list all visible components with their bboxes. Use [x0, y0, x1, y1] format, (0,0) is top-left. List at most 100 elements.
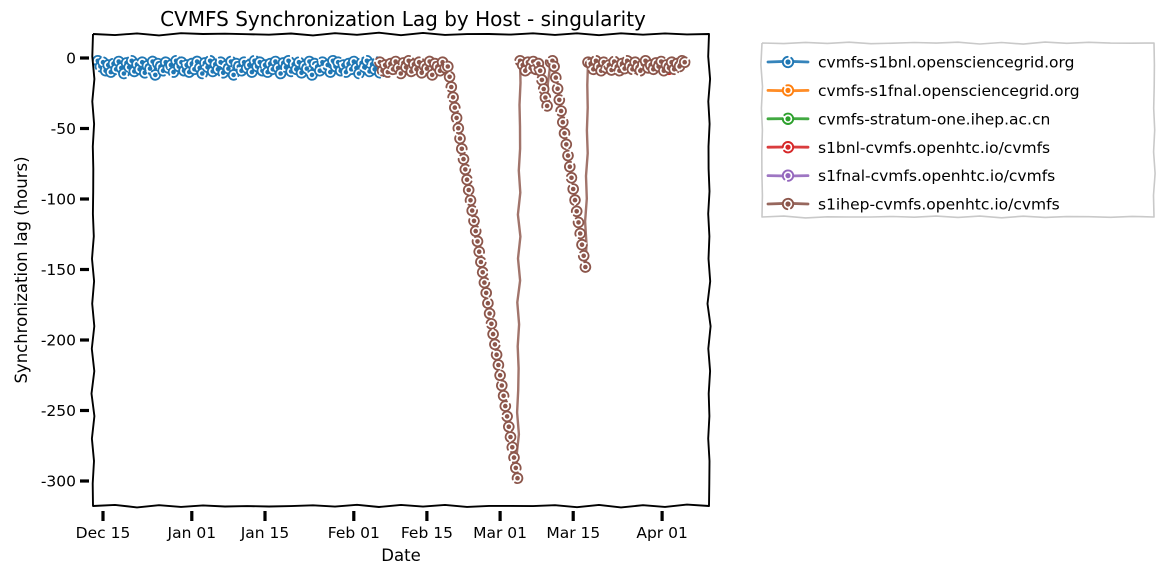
data-point	[504, 431, 517, 443]
legend-box	[760, 41, 1156, 219]
chart-title: CVMFS Synchronization Lag by Host - sing…	[160, 7, 646, 31]
data-point	[204, 54, 216, 67]
data-point	[457, 153, 470, 165]
data-point	[471, 235, 484, 248]
data-point	[567, 183, 580, 195]
legend-label: s1ihep-cvmfs.openhtc.io/cvmfs	[818, 196, 1060, 214]
data-point	[509, 462, 522, 474]
x-tick-label: Apr 01	[636, 524, 687, 542]
x-tick-label: Jan 01	[167, 524, 217, 542]
data-point	[490, 348, 503, 361]
y-tick-label: -200	[41, 331, 76, 349]
y-tick-label: -150	[41, 261, 76, 279]
data-point	[556, 116, 569, 129]
series-line	[378, 59, 686, 480]
legend-marker-icon	[781, 169, 795, 182]
data-point	[464, 194, 477, 207]
y-tick-mark	[80, 479, 89, 483]
data-point	[480, 287, 493, 299]
data-point	[461, 173, 473, 186]
data-point	[549, 71, 562, 84]
legend-label: cvmfs-s1bnl.opensciencegrid.org	[818, 54, 1074, 72]
data-point	[476, 266, 489, 279]
data-point	[478, 276, 491, 289]
x-tick-mark	[660, 511, 664, 521]
data-point	[448, 101, 461, 114]
data-point	[569, 194, 581, 206]
x-tick-mark	[263, 511, 267, 521]
data-point	[548, 60, 560, 73]
data-point	[572, 216, 585, 229]
data-point	[558, 127, 571, 140]
data-point	[455, 143, 468, 155]
data-point	[541, 100, 553, 112]
legend-item: s1ihep-cvmfs.openhtc.io/cvmfs	[766, 196, 1060, 214]
data-point	[534, 64, 547, 77]
data-point	[466, 204, 479, 217]
y-tick-label: 0	[66, 49, 76, 67]
legend-label: cvmfs-stratum-one.ihep.ac.cn	[818, 110, 1050, 128]
data-point	[445, 81, 458, 93]
legend-marker-icon	[781, 55, 795, 69]
x-tick-mark	[425, 511, 429, 521]
data-point	[560, 138, 573, 151]
data-point	[447, 91, 459, 104]
data-point	[452, 122, 465, 135]
legend-marker-icon	[781, 84, 795, 97]
legend-item: s1fnal-cvmfs.openhtc.io/cvmfs	[766, 167, 1055, 185]
data-point	[494, 369, 506, 382]
y-tick-mark	[80, 408, 89, 413]
y-tick-mark	[80, 267, 89, 272]
x-tick-label: Feb 01	[328, 524, 380, 542]
data-point	[579, 261, 592, 273]
data-point	[473, 245, 486, 258]
x-tick-mark	[498, 511, 502, 521]
y-tick-mark	[80, 126, 89, 131]
data-point	[462, 184, 475, 196]
data-point	[482, 297, 494, 310]
plot-area	[93, 54, 691, 485]
legend-marker-icon	[781, 141, 795, 154]
x-tick-label: Dec 15	[76, 524, 131, 542]
data-point	[551, 82, 564, 95]
data-point	[483, 307, 496, 320]
data-point	[577, 250, 590, 262]
legend-item: cvmfs-s1bnl.opensciencegrid.org	[766, 54, 1074, 72]
data-point	[489, 338, 501, 351]
legend-label: s1fnal-cvmfs.openhtc.io/cvmfs	[818, 167, 1055, 185]
data-point	[468, 215, 480, 227]
x-axis-label: Date	[381, 546, 420, 565]
data-point	[499, 400, 512, 412]
y-tick-label: -250	[41, 402, 76, 420]
legend-item: s1bnl-cvmfs.openhtc.io/cvmfs	[766, 139, 1050, 157]
y-tick-label: -100	[41, 190, 76, 208]
data-point	[536, 74, 548, 86]
data-point	[485, 317, 498, 330]
data-point	[443, 70, 456, 83]
x-tick-label: Jan 15	[240, 524, 290, 542]
x-tick-label: Mar 01	[473, 524, 527, 542]
legend-item: cvmfs-stratum-one.ihep.ac.cn	[766, 110, 1050, 128]
x-tick-mark	[190, 511, 194, 521]
data-point	[506, 441, 519, 454]
data-point	[492, 359, 505, 371]
data-point	[469, 225, 482, 237]
data-point	[555, 105, 567, 117]
legend-item: cvmfs-s1fnal.opensciencegrid.org	[766, 82, 1080, 100]
data-point	[563, 160, 576, 173]
data-point	[501, 410, 513, 423]
legend-marker-icon	[781, 197, 795, 211]
y-tick-label: -300	[41, 472, 76, 490]
data-point	[454, 132, 466, 145]
x-tick-mark	[571, 511, 575, 521]
y-axis-label: Synchronization lag (hours)	[12, 156, 31, 383]
y-tick-label: -50	[51, 120, 76, 138]
data-point	[487, 328, 499, 340]
data-point	[459, 163, 472, 176]
data-point	[511, 472, 524, 485]
legend-label: s1bnl-cvmfs.openhtc.io/cvmfs	[818, 139, 1050, 157]
data-point	[441, 60, 454, 73]
axes: Dec 15 Jan 01 Jan 15 Feb 01 Feb 15 Mar 01 Mar …	[41, 31, 712, 542]
